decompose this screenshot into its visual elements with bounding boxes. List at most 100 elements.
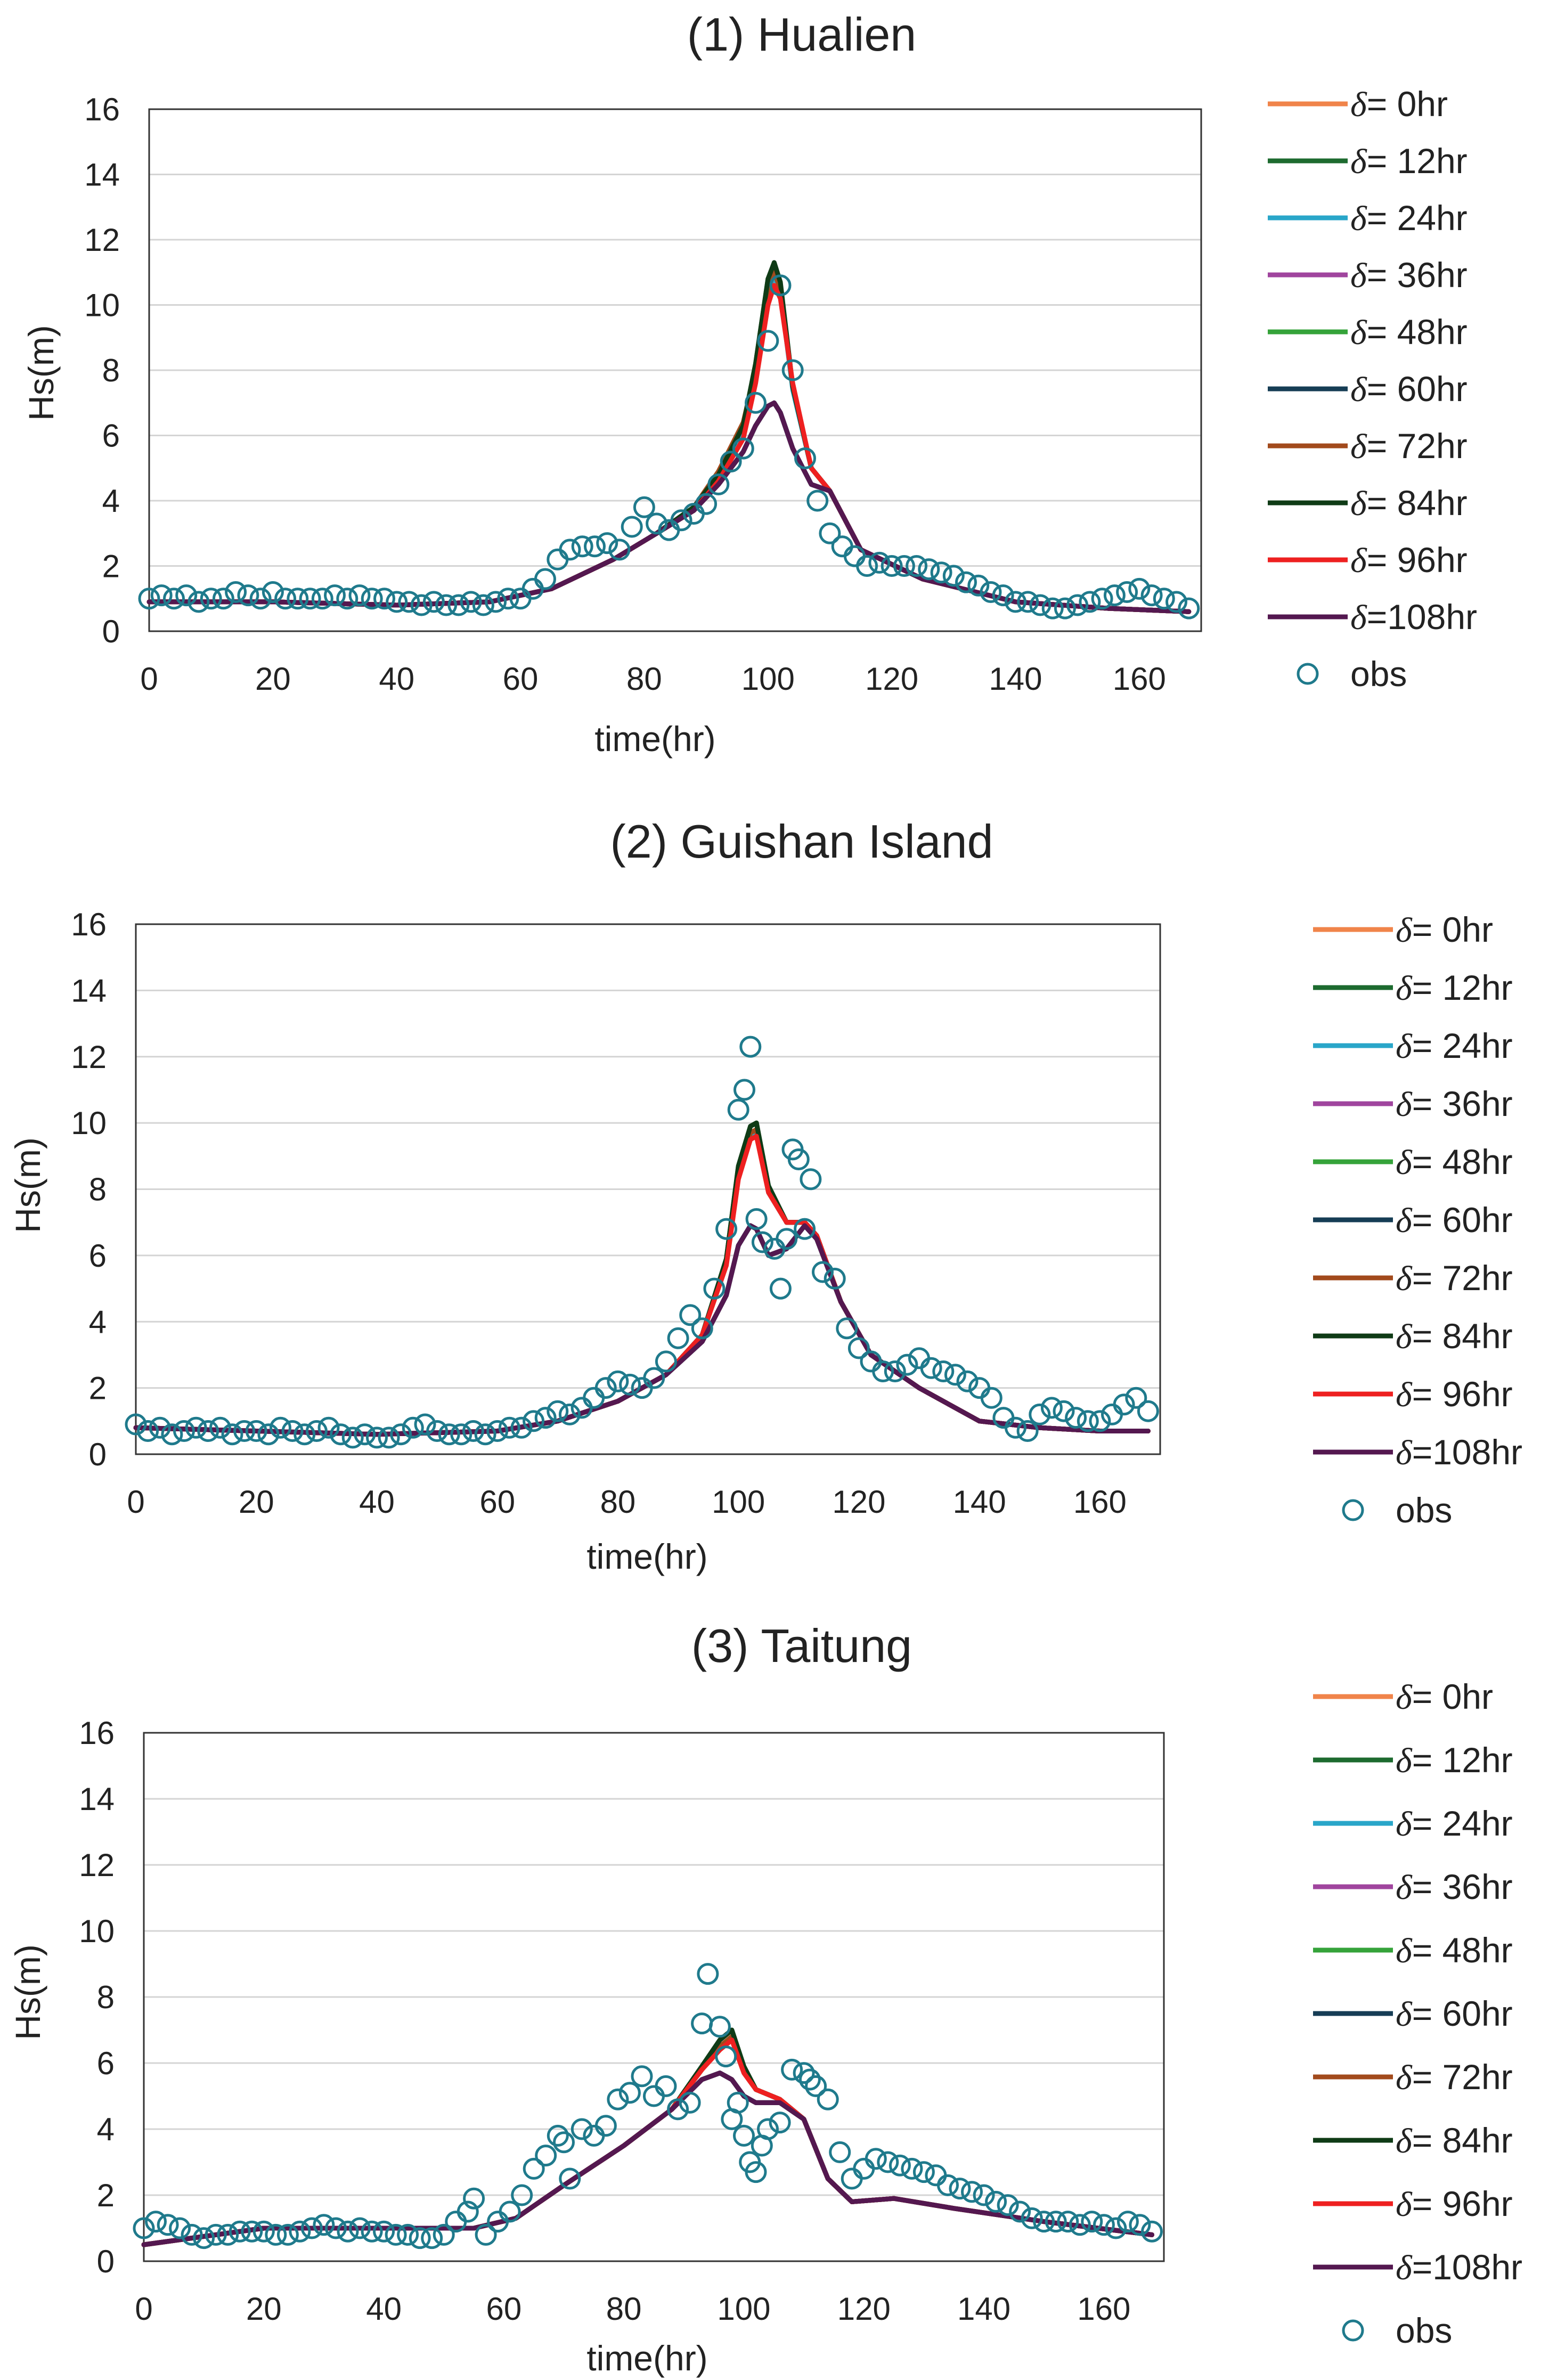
obs-point (732, 437, 754, 460)
x-tick-label: 100 (741, 661, 795, 697)
x-tick-label: 140 (989, 661, 1042, 697)
obs-point (188, 591, 210, 613)
obs-point (853, 2157, 875, 2180)
obs-point (594, 2115, 617, 2137)
legend-label: δ= 24hr (1396, 1026, 1513, 1066)
y-tick-label: 6 (97, 2045, 115, 2081)
obs-point (918, 558, 940, 581)
legend-label: δ= 36hr (1396, 1867, 1513, 1907)
obs-point (997, 2194, 1019, 2216)
obs-point (402, 1416, 424, 1439)
legend-obs-marker (1342, 2319, 1364, 2342)
obs-point (1128, 577, 1151, 600)
obs-point (330, 1423, 352, 1446)
panel-hualien: (1) Hualien time(hr) Hs(m) 0 2 4 6 8 10 12 14 16… (21, 8, 1477, 759)
obs-point (1129, 2214, 1151, 2236)
obs-point (397, 2223, 419, 2246)
obs-point (608, 539, 631, 561)
legend-label: δ= 60hr (1350, 369, 1468, 409)
series-line-4 (133, 1223, 1151, 1437)
legend-label: δ= 12hr (1396, 968, 1513, 1008)
obs-point (447, 594, 470, 616)
obs-point (145, 2211, 167, 2233)
obs-point (534, 1407, 557, 1429)
obs-point (485, 591, 507, 613)
y-tick-label: 2 (89, 1371, 107, 1406)
obs-point (942, 565, 965, 587)
x-axis-label: time(hr) (586, 2338, 707, 2378)
y-tick-label: 6 (102, 418, 120, 454)
chart-title: (1) Hualien (687, 8, 916, 61)
obs-point (596, 532, 618, 555)
y-tick-label: 12 (71, 1039, 107, 1075)
obs-point (523, 1410, 545, 1432)
obs-point (992, 584, 1014, 607)
y-axis-label: Hs(m) (8, 1137, 47, 1233)
obs-point (421, 2227, 443, 2249)
obs-point (317, 1416, 340, 1439)
obs-point (497, 588, 519, 610)
obs-point (1053, 1400, 1075, 1422)
obs-point (1137, 1400, 1159, 1422)
chart-title: (3) Taitung (691, 1619, 912, 1672)
obs-point (812, 1261, 834, 1283)
series-line-7 (146, 260, 1192, 614)
obs-point (385, 2223, 407, 2246)
obs-point (679, 1304, 702, 1326)
obs-point (584, 535, 606, 558)
legend-obs-label: obs (1396, 2311, 1452, 2350)
obs-point (819, 522, 841, 544)
obs-point (1057, 2211, 1079, 2233)
x-tick-label: 20 (255, 661, 291, 697)
legend-label: δ= 84hr (1396, 1316, 1513, 1356)
obs-point (956, 1370, 979, 1392)
obs-point (621, 516, 643, 538)
obs-point (294, 1423, 316, 1446)
x-tick-label: 80 (600, 1484, 636, 1520)
x-tick-label: 100 (712, 1484, 765, 1520)
x-tick-label: 20 (246, 2291, 282, 2327)
obs-point (535, 2145, 557, 2167)
obs-point (336, 588, 358, 610)
obs-point (161, 1423, 183, 1446)
obs-point (570, 2118, 593, 2140)
legend-obs-label: obs (1396, 1490, 1452, 1530)
obs-point (414, 1413, 436, 1436)
y-tick-label: 14 (79, 1781, 115, 1817)
obs-point (865, 2148, 887, 2170)
legend-label: δ=108hr (1396, 2247, 1522, 2287)
legend-label: δ= 0hr (1396, 1677, 1493, 1717)
obs-point (727, 1098, 749, 1121)
x-tick-label: 60 (479, 1484, 515, 1520)
obs-point (1016, 1420, 1039, 1442)
obs-point (311, 588, 333, 610)
obs-point (1033, 2211, 1055, 2233)
obs-point (498, 1416, 520, 1439)
obs-point (1041, 597, 1064, 620)
x-tick-label: 160 (1073, 1484, 1127, 1520)
obs-point (305, 1420, 328, 1442)
legend-label: δ= 36hr (1396, 1084, 1513, 1124)
plot-frame (143, 1732, 1165, 2262)
obs-point (633, 496, 655, 518)
y-tick-label: 8 (97, 1979, 115, 2015)
x-tick-label: 120 (865, 661, 918, 697)
obs-point (930, 561, 952, 584)
obs-point (511, 2184, 533, 2206)
legend-label: δ= 72hr (1396, 1258, 1513, 1298)
obs-point (398, 591, 420, 613)
obs-point (769, 274, 792, 297)
obs-point (794, 447, 816, 469)
y-tick-label: 8 (89, 1172, 107, 1208)
obs-point (1105, 2217, 1127, 2239)
obs-point (373, 2220, 395, 2243)
obs-point (715, 2045, 737, 2068)
legend-label: δ= 0hr (1350, 84, 1448, 124)
obs-point (486, 1420, 509, 1442)
series-line-0 (146, 270, 1192, 614)
obs-point (868, 551, 891, 574)
x-tick-label: 80 (606, 2291, 642, 2327)
legend-label: δ= 48hr (1350, 312, 1468, 352)
obs-point (1089, 1410, 1111, 1432)
